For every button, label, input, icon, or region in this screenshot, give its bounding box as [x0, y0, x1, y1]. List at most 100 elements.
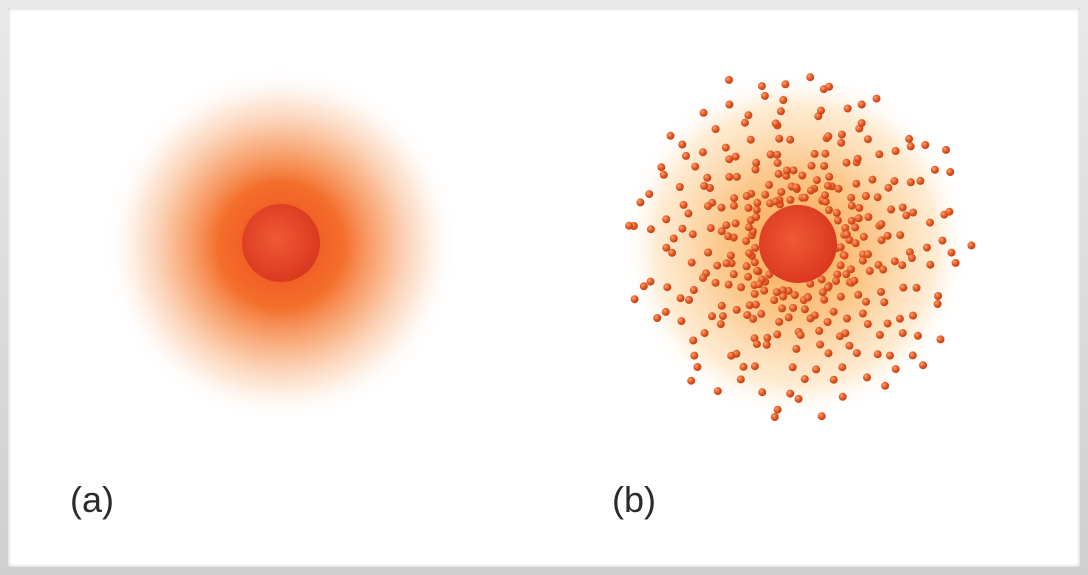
electron-dot — [630, 295, 639, 304]
electron-dot — [678, 140, 687, 149]
electron-dot — [678, 224, 687, 233]
electron-dot — [779, 96, 788, 104]
electron-dot — [677, 317, 686, 326]
electron-dot — [781, 80, 790, 89]
electron-dot — [752, 340, 761, 349]
electron-dot — [812, 176, 821, 185]
electron-dot — [668, 248, 677, 257]
electron-dot — [737, 283, 746, 292]
electron-dot — [872, 94, 881, 103]
electron-dot — [699, 108, 708, 117]
electron-dot — [775, 134, 784, 143]
electron-dot — [706, 224, 715, 233]
electron-dot — [646, 225, 655, 234]
electron-dot — [824, 349, 833, 358]
electron-dot — [790, 291, 799, 300]
electron-dot — [833, 216, 842, 225]
electron-dot — [800, 375, 809, 384]
electron-dot — [742, 237, 751, 246]
electron-dot — [721, 143, 730, 152]
electron-dot — [761, 190, 770, 199]
electron-dot — [863, 135, 872, 144]
electron-dot — [881, 381, 890, 390]
electron-dot — [725, 155, 734, 164]
electron-dot — [887, 205, 896, 214]
electron-dot — [792, 183, 801, 192]
electron-dot — [729, 270, 738, 279]
electron-dot — [891, 147, 900, 155]
electron-dot — [890, 177, 899, 186]
electron-dot — [921, 141, 930, 149]
electron-dot — [912, 283, 921, 292]
electron-dot — [762, 340, 771, 349]
electron-dot — [946, 168, 955, 176]
electron-dot — [731, 152, 740, 161]
electron-dot — [842, 158, 851, 167]
electron-dot — [847, 201, 856, 210]
electron-dot — [744, 203, 753, 212]
electron-dots — [625, 73, 976, 421]
panel-a-diagram — [103, 67, 459, 423]
electron-dot — [806, 279, 815, 288]
electron-dot — [865, 266, 874, 275]
electron-dot — [757, 309, 766, 318]
electron-dot — [722, 259, 731, 268]
electron-dot — [796, 331, 805, 340]
electron-dot — [765, 180, 774, 189]
electron-dot — [717, 227, 726, 236]
electron-dot — [829, 307, 838, 316]
electron-dot — [716, 320, 725, 329]
electron-dot — [902, 211, 911, 220]
electron-dot — [842, 230, 851, 239]
electron-dot — [751, 243, 760, 252]
electron-dot — [740, 118, 749, 127]
electron-dot — [847, 216, 856, 225]
electron-dot — [736, 375, 745, 384]
electron-dot — [852, 179, 861, 188]
electron-dot — [770, 296, 779, 305]
electron-dot — [873, 193, 882, 202]
electron-dot — [718, 312, 727, 321]
electron-dot — [877, 287, 885, 296]
electron-dot — [864, 250, 872, 259]
electron-dot — [824, 132, 833, 141]
electron-dot — [752, 205, 761, 214]
electron-dot — [909, 208, 918, 217]
electron-dot — [934, 292, 943, 300]
electron-dot — [898, 329, 907, 338]
electron-dot — [967, 241, 976, 250]
electron-dot — [857, 119, 866, 128]
electron-dot — [743, 311, 752, 319]
electron-dot — [877, 220, 886, 229]
electron-dot — [847, 193, 856, 202]
electron-dot — [883, 231, 892, 240]
panel-b-label: (b) — [612, 479, 656, 520]
electron-dot — [843, 314, 851, 323]
electron-dot — [765, 270, 774, 279]
electron-dot — [786, 389, 795, 398]
electron-dot — [907, 254, 916, 262]
panel-a-label: (a) — [70, 479, 114, 520]
electron-dot — [757, 82, 766, 91]
electron-dot — [662, 243, 671, 252]
electron-dot — [841, 224, 850, 232]
electron-dot — [698, 148, 707, 157]
electron-dot — [898, 203, 907, 212]
electron-dot — [838, 363, 847, 372]
electron-dot — [851, 239, 860, 248]
electron-dot — [798, 171, 807, 180]
electron-dot — [636, 198, 645, 207]
electron-dot — [837, 130, 846, 139]
electron-dot — [806, 73, 815, 82]
electron-dot — [854, 290, 863, 299]
electron-dot — [779, 292, 788, 301]
electron-dot — [817, 106, 825, 115]
electron-dot — [703, 202, 712, 211]
electron-dot — [786, 195, 795, 204]
electron-dot — [766, 150, 775, 159]
electron-dot — [832, 208, 841, 217]
electron-dot — [724, 280, 733, 289]
electron-dot — [843, 104, 852, 113]
electron-dot — [899, 283, 908, 292]
